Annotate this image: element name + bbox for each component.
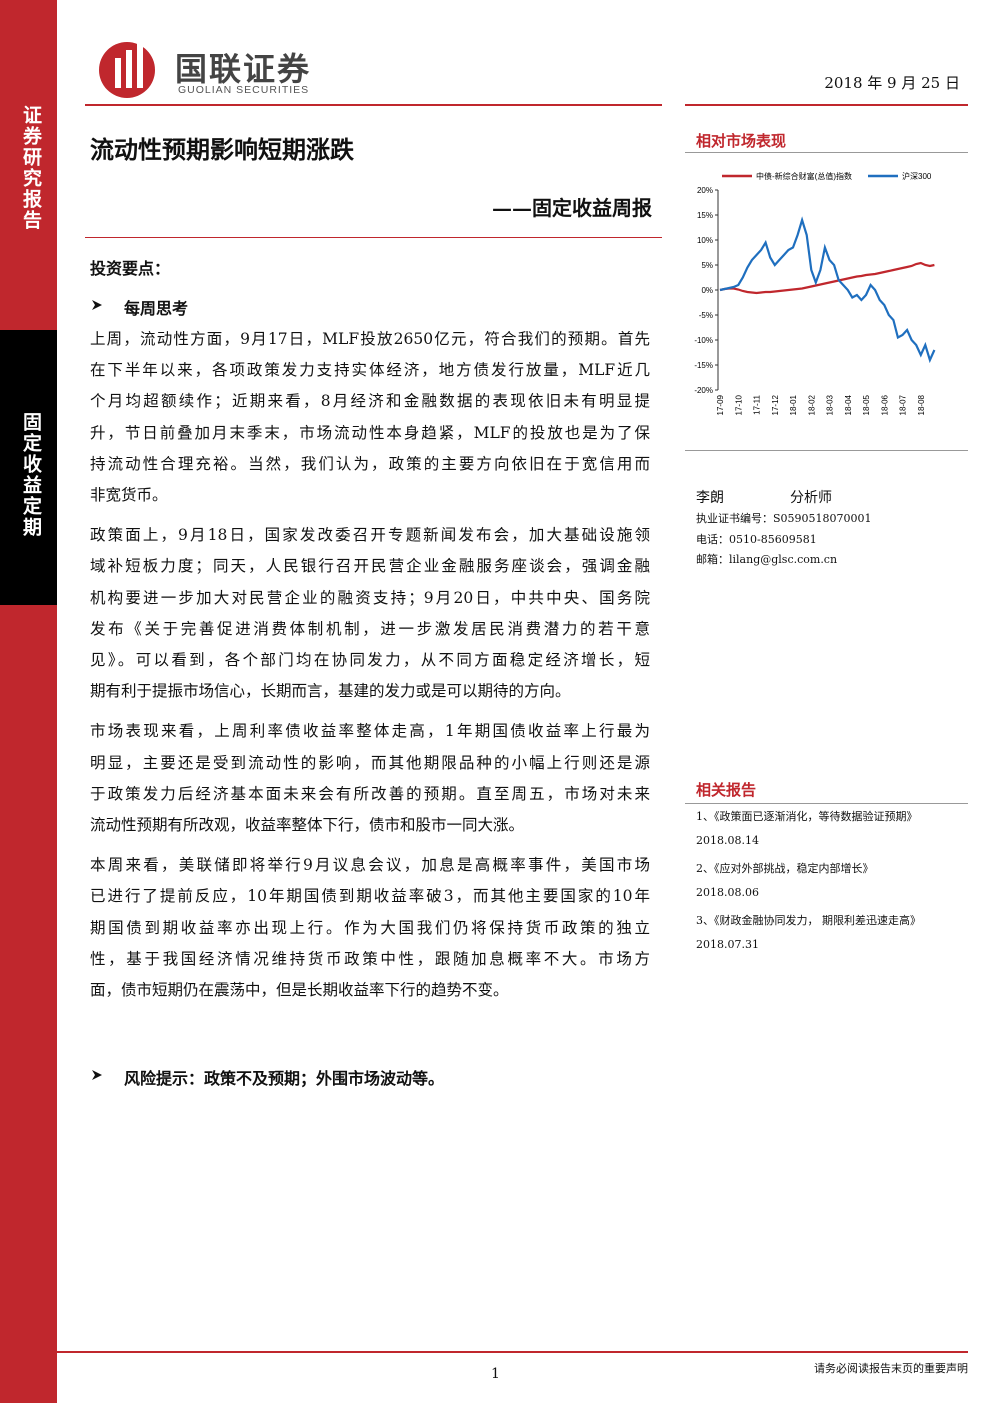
x-tick-label: 18-01 bbox=[789, 394, 798, 415]
risk: 风险提示：政策不及预期；外围市场波动等。 bbox=[124, 1069, 445, 1088]
body-line: 机构要进一步加大对民营企业的融资支持；9月20日，中共中央、国务院 bbox=[90, 588, 650, 607]
related-title: 1、《政策面已逐渐消化，等待数据验证预期》 bbox=[696, 810, 918, 823]
body-line: 在下半年以来，各项政策发力支持实体经济，地方债发行放量，MLF近几 bbox=[90, 361, 650, 380]
page-number: 1 bbox=[491, 1366, 500, 1382]
subtitle: ——固定收益周报 bbox=[492, 196, 652, 220]
body-line: 升，节日前叠加月末季末，市场流动性本身趋紧，MLF的投放也是为了保 bbox=[90, 423, 650, 442]
related-date: 2018.08.14 bbox=[696, 834, 759, 847]
x-tick-label: 18-06 bbox=[880, 394, 889, 415]
x-tick-label: 18-05 bbox=[862, 394, 871, 415]
sidebar-block bbox=[0, 330, 57, 605]
body-line: 见》。可以看到，各个部门均在协同发力，从不同方面稳定经济增长，短 bbox=[90, 651, 650, 669]
body-line: 于政策发力后经济基本面未来会有所改善的预期。直至周五，市场对未来 bbox=[90, 784, 650, 803]
series-line bbox=[719, 261, 935, 295]
body-line: 期国债到期收益率亦出现上行。作为大国我们仍将保持货币政策的独立 bbox=[90, 918, 650, 937]
logo-english: GUOLIAN SECURITIES bbox=[178, 84, 310, 96]
rule bbox=[85, 237, 662, 238]
x-tick-label: 18-08 bbox=[917, 394, 926, 415]
rule bbox=[685, 104, 968, 106]
x-tick-label: 18-02 bbox=[807, 394, 816, 415]
y-tick-label: -20% bbox=[694, 386, 713, 395]
sidebar bbox=[0, 0, 57, 1403]
body-line: 政策面上，9月18日，国家发改委召开专题新闻发布会，加大基础设施领 bbox=[90, 526, 650, 545]
analyst-name: 李朗 bbox=[696, 490, 724, 506]
notice: 请务必阅读报告末页的重要声明 bbox=[814, 1362, 968, 1375]
y-tick-label: -15% bbox=[694, 361, 713, 370]
section-heading: 每周思考 bbox=[124, 299, 189, 318]
body-line: 非宽货币。 bbox=[90, 486, 168, 504]
analyst-role: 分析师 bbox=[790, 490, 832, 506]
sidebar-top: 证券研究报告 bbox=[20, 105, 42, 231]
related-date: 2018.07.31 bbox=[696, 938, 759, 951]
y-tick-label: 10% bbox=[697, 236, 713, 245]
body-line: 个月均超额续作；近期来看，8月经济和金融数据的表现依旧未有明显提 bbox=[90, 392, 650, 411]
logo-mark bbox=[99, 42, 155, 98]
related-date: 2018.08.06 bbox=[696, 886, 759, 899]
related-heading: 相关报告 bbox=[696, 781, 757, 799]
body-line: 持流动性合理充裕。当然，我们认为，政策的主要方向依旧在于宽信用而 bbox=[90, 454, 650, 473]
body-line: 流动性预期有所改观，收益率整体下行，债市和股市一同大涨。 bbox=[90, 816, 525, 834]
body-line: 已进行了提前反应，10年期国债到期收益率破3，而其他主要国家的10年 bbox=[90, 887, 650, 906]
bullet bbox=[92, 300, 102, 310]
y-tick-label: 20% bbox=[697, 186, 713, 195]
analyst-phone: 电话：0510-85609581 bbox=[696, 533, 817, 546]
x-tick-label: 17-09 bbox=[716, 394, 725, 415]
y-tick-label: 0% bbox=[701, 286, 713, 295]
rule bbox=[685, 803, 968, 804]
body-line: 期有利于提振市场信心，长期而言，基建的发力或是可以期待的方向。 bbox=[90, 682, 571, 701]
title: 流动性预期影响短期涨跌 bbox=[90, 135, 354, 164]
series-line bbox=[719, 216, 936, 364]
body-line: 发布《关于完善促进消费体制机制，进一步激发居民消费潜力的若干意 bbox=[90, 619, 650, 638]
legend-label: 沪深300 bbox=[902, 171, 932, 181]
x-tick-label: 17-11 bbox=[753, 394, 762, 414]
x-tick-label: 17-10 bbox=[734, 394, 743, 415]
body-line: 上周，流动性方面，9月17日，MLF投放2650亿元，符合我们的预期。首先 bbox=[90, 330, 650, 348]
chart: -20% -15% -10% -5% 0% 5% 10% 15% 20% 17-09 17-10 17… bbox=[694, 171, 936, 415]
x-tick-label: 17-12 bbox=[771, 394, 780, 415]
rule bbox=[685, 152, 968, 153]
x-tick-label: 18-04 bbox=[844, 394, 853, 415]
body-line: 本周来看，美联储即将举行9月议息会议，加息是高概率事件，美国市场 bbox=[90, 856, 650, 875]
related-title: 2、《应对外部挑战，稳定内部增长》 bbox=[696, 862, 874, 875]
y-tick-label: 5% bbox=[701, 261, 713, 270]
x-tick-label: 18-03 bbox=[826, 394, 835, 415]
body-line: 性，基于我国经济情况维持货币政策中性，跟随加息概率不大。市场方 bbox=[90, 949, 650, 968]
rule bbox=[685, 450, 968, 451]
legend-label: 中债-新综合财富(总值)指数 bbox=[756, 171, 852, 181]
heading: 投资要点： bbox=[90, 259, 171, 278]
y-tick-label: 15% bbox=[697, 211, 713, 220]
rule bbox=[85, 104, 662, 106]
body-line: 面，债市短期仍在震荡中，但是长期收益率下行的趋势不变。 bbox=[90, 981, 509, 999]
sidebar-bottom: 固定收益定期 bbox=[20, 412, 42, 538]
analyst-cert: 执业证书编号：S0590518070001 bbox=[696, 512, 872, 525]
y-tick-label: -10% bbox=[694, 336, 713, 345]
rule bbox=[57, 1351, 968, 1353]
date: 2018 年 9 月 25 日 bbox=[824, 74, 960, 92]
logo-name: 国联证券 bbox=[175, 50, 312, 88]
related-title: 3、《财政金融协同发力， 期限利差迅速走高》 bbox=[696, 914, 921, 927]
bullet bbox=[92, 1070, 102, 1080]
body-line: 域补短板力度；同天，人民银行召开民营企业金融服务座谈会，强调金融 bbox=[90, 557, 650, 576]
chart-heading: 相对市场表现 bbox=[696, 132, 787, 150]
body-line: 市场表现来看，上周利率债收益率整体走高，1年期国债收益率上行最为 bbox=[90, 722, 650, 741]
body-line: 明显，主要还是受到流动性的影响，而其他期限品种的小幅上行则还是源 bbox=[90, 753, 650, 772]
y-tick-label: -5% bbox=[699, 311, 713, 320]
analyst-email: 邮箱：lilang@glsc.com.cn bbox=[696, 553, 838, 566]
x-tick-label: 18-07 bbox=[899, 394, 908, 415]
